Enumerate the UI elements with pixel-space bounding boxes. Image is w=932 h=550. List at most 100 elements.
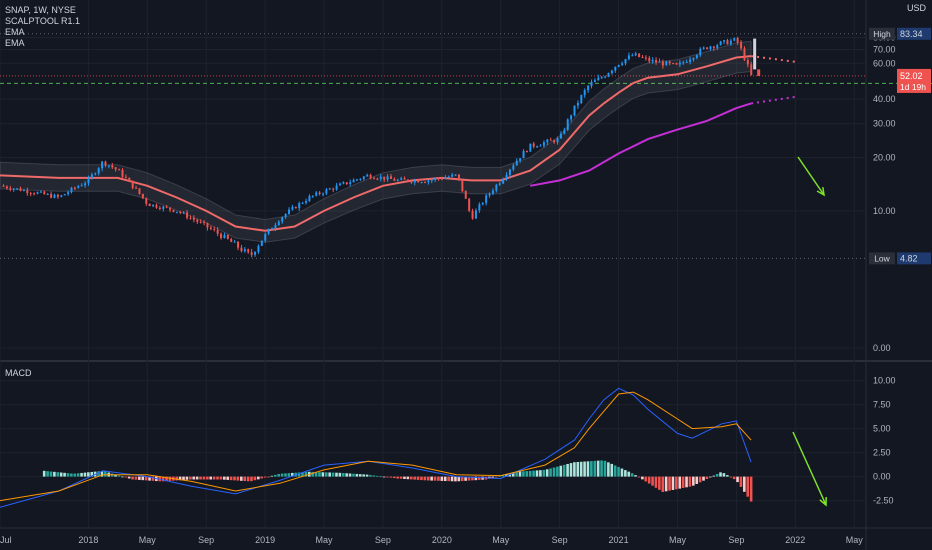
symbol-title[interactable]: SNAP, 1W, NYSE — [5, 5, 76, 15]
histogram-bar — [603, 460, 607, 477]
candle-body — [600, 77, 603, 79]
candle-body — [135, 187, 138, 189]
x-tick-label: Sep — [198, 535, 214, 545]
candle-body — [60, 195, 63, 197]
indicator-scalptool[interactable]: SCALPTOOL R1.1 — [5, 16, 81, 26]
candle-body — [271, 228, 274, 230]
candle-body — [223, 234, 226, 239]
candle-body — [736, 38, 739, 43]
histogram-bar — [460, 476, 464, 482]
candle-body — [648, 57, 651, 62]
histogram-bar — [433, 476, 437, 481]
histogram-bar — [42, 470, 46, 477]
histogram-bar — [138, 476, 141, 480]
candle-body — [128, 177, 131, 181]
candle-body — [206, 222, 209, 228]
histogram-bar — [392, 476, 396, 479]
candle-body — [328, 188, 331, 190]
candle-body — [383, 176, 386, 180]
histogram-bar — [454, 476, 457, 482]
histogram-bar — [596, 460, 600, 477]
histogram-bar — [617, 467, 620, 477]
macd-arrow-head — [819, 496, 827, 507]
candle-body — [539, 145, 542, 147]
candle-body — [39, 191, 42, 193]
histogram-bar — [321, 472, 325, 477]
histogram-bar — [675, 476, 678, 490]
histogram-bar — [566, 463, 569, 477]
histogram-bar — [277, 474, 280, 477]
candle-body — [604, 76, 607, 78]
candle-body — [325, 189, 328, 194]
candle-body — [430, 179, 433, 181]
candle-body — [226, 234, 229, 239]
indicator-ema-slow[interactable]: EMA — [5, 38, 25, 48]
candle-body — [634, 53, 637, 56]
candle-body — [413, 180, 416, 183]
candle-body — [689, 59, 692, 62]
high-label-box — [869, 27, 895, 40]
candle-body — [542, 142, 545, 146]
candle-body — [311, 195, 314, 197]
candle-body — [169, 207, 172, 210]
histogram-bar — [345, 473, 348, 477]
candle-body — [369, 174, 372, 179]
indicator-ema-fast[interactable]: EMA — [5, 27, 25, 37]
candle-body — [389, 176, 392, 179]
candle-body — [315, 192, 318, 196]
low-value-box — [897, 252, 931, 265]
histogram-bar — [297, 472, 301, 477]
histogram-bar — [100, 470, 104, 477]
histogram-bar — [719, 472, 722, 477]
candle-body — [308, 196, 311, 202]
candle-body — [175, 211, 178, 213]
candle-body — [203, 221, 206, 223]
candle-body — [73, 187, 76, 189]
currency-label[interactable]: USD — [906, 3, 926, 13]
price-arrow-head — [816, 186, 825, 197]
chart-legend: SNAP, 1W, NYSE SCALPTOOL R1.1 EMA EMA — [5, 5, 80, 49]
last-price-value: 52.02 — [900, 71, 923, 81]
candle-body — [19, 188, 22, 191]
histogram-bar — [161, 476, 165, 482]
histogram-bar — [243, 476, 247, 482]
candle-body — [716, 45, 719, 48]
histogram-bar — [630, 473, 634, 477]
candle-body — [318, 192, 321, 194]
candle-body — [196, 219, 199, 222]
candle-body — [379, 176, 382, 179]
histogram-bar — [552, 467, 556, 477]
candle-body — [94, 173, 97, 175]
macd-pane-title[interactable]: MACD — [5, 368, 32, 378]
candle-body — [9, 188, 12, 190]
histogram-bar — [97, 471, 100, 477]
histogram-bar — [348, 473, 352, 477]
histogram-bar — [386, 476, 389, 478]
candle-body — [576, 102, 579, 106]
candle-body — [179, 211, 182, 213]
histogram-bar — [409, 476, 413, 480]
x-tick-label: May — [139, 535, 157, 545]
candle-body — [400, 178, 403, 180]
candle-body — [335, 185, 338, 190]
histogram-bar — [83, 472, 87, 477]
candle-body — [345, 182, 348, 185]
histogram-bar — [732, 476, 736, 480]
histogram-bar — [467, 476, 471, 481]
candle-body — [114, 167, 117, 170]
candle-body — [359, 178, 362, 180]
histogram-bar — [498, 475, 501, 477]
histogram-bar — [304, 472, 308, 477]
candle-body — [87, 178, 90, 184]
candle-body — [532, 143, 535, 147]
histogram-bar — [579, 461, 583, 477]
histogram-bar — [341, 473, 345, 477]
histogram-bar — [474, 476, 478, 481]
candle-body — [719, 41, 722, 46]
histogram-bar — [165, 476, 168, 482]
histogram-bar — [192, 476, 196, 480]
histogram-bar — [515, 471, 518, 477]
y-tick-label: 40.00 — [873, 94, 896, 104]
